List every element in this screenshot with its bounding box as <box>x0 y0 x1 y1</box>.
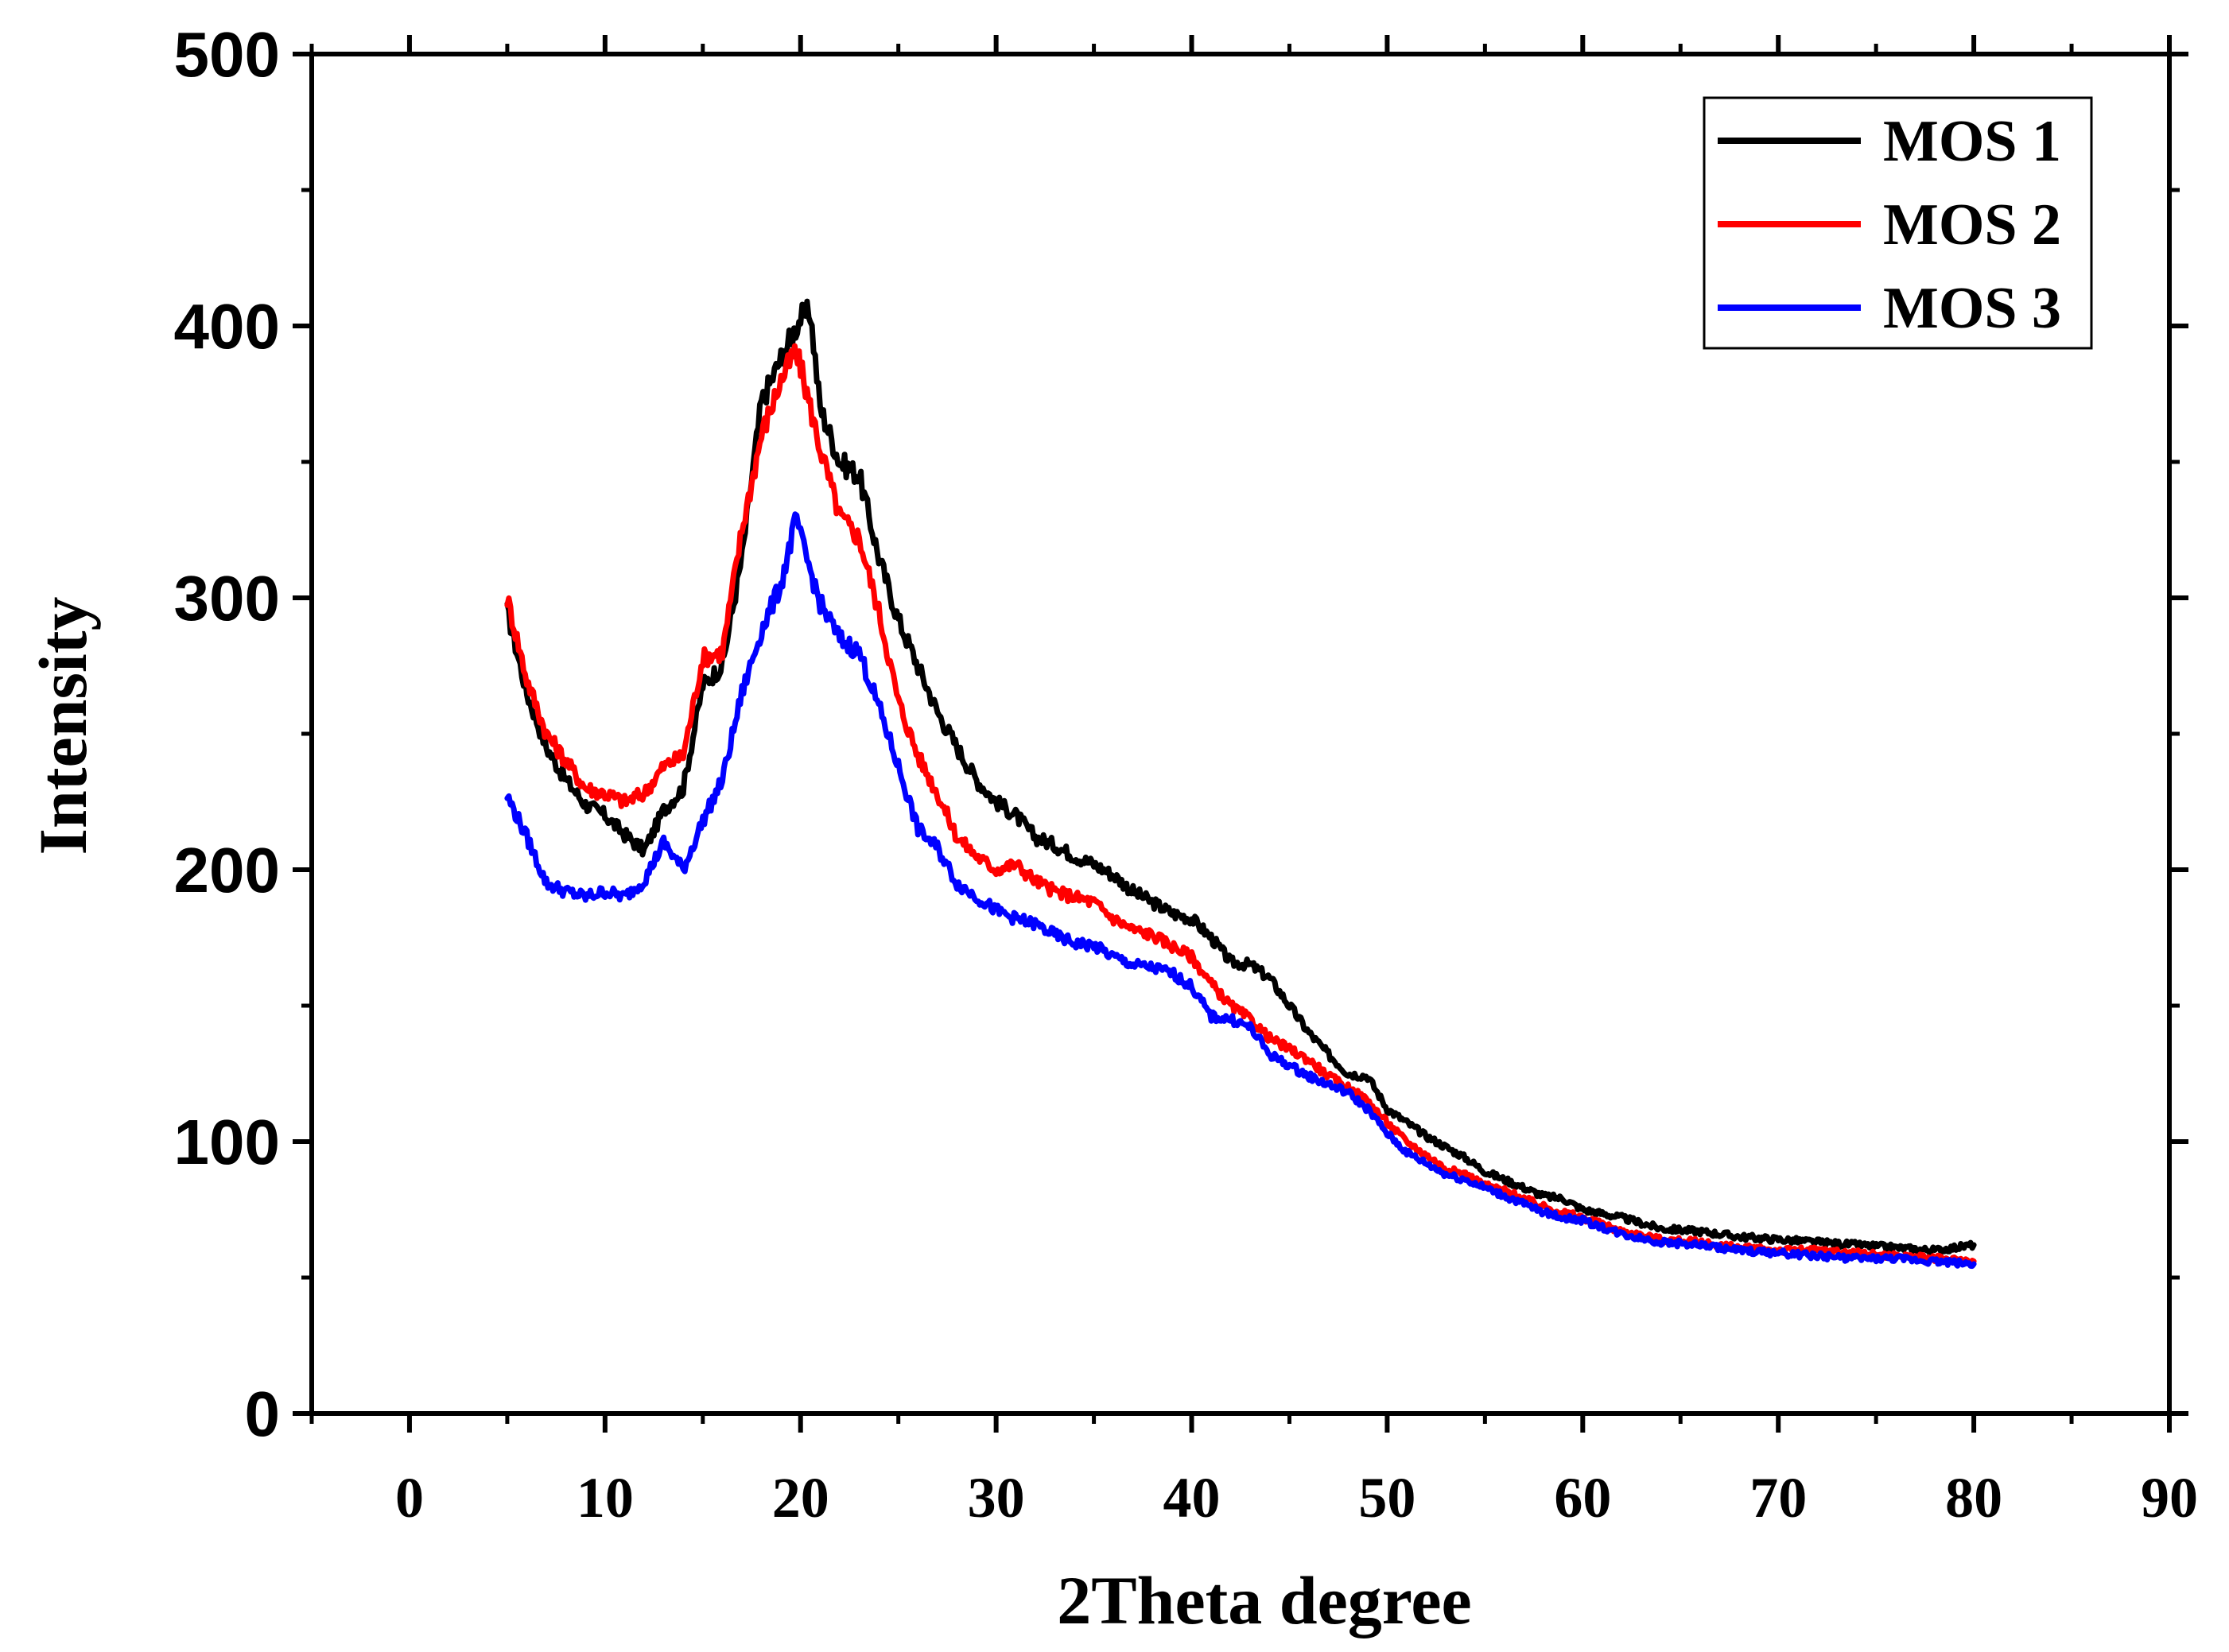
y-tick-label: 400 <box>174 291 280 362</box>
y-tick-label: 500 <box>174 19 280 90</box>
x-tick-label: 80 <box>1945 1466 2002 1530</box>
x-tick-label: 20 <box>772 1466 829 1530</box>
legend: MOS 1 MOS 2 MOS 3 <box>1703 96 2093 350</box>
axis-ticks <box>293 35 2188 1433</box>
x-tick-label: 0 <box>395 1466 424 1530</box>
y-tick-label: 200 <box>174 835 280 905</box>
x-tick-label: 70 <box>1749 1466 1807 1530</box>
x-tick-label: 40 <box>1163 1466 1221 1530</box>
x-tick-label: 60 <box>1554 1466 1611 1530</box>
legend-label-mos-1: MOS 1 <box>1883 109 2061 174</box>
x-tick-label: 10 <box>577 1466 634 1530</box>
x-tick-label: 50 <box>1358 1466 1415 1530</box>
tick-labels: 0 100 200 300 400 500 0 10 20 30 40 50 60 70 80 90 <box>174 19 2198 1530</box>
x-tick-label: 90 <box>2141 1466 2198 1530</box>
y-tick-label: 100 <box>174 1107 280 1177</box>
x-tick-label: 30 <box>968 1466 1025 1530</box>
x-axis-title: 2Theta degree <box>1057 1562 1471 1638</box>
series-line-mos-3 <box>504 511 1977 1270</box>
legend-label-mos-2: MOS 2 <box>1883 192 2061 258</box>
legend-label-mos-3: MOS 3 <box>1883 276 2061 341</box>
y-tick-label: 0 <box>245 1379 281 1449</box>
y-tick-label: 300 <box>174 563 280 634</box>
y-axis-title: Intensity <box>25 597 101 855</box>
series-layer <box>504 298 1977 1270</box>
